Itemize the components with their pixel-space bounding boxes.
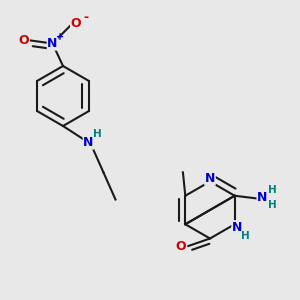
Text: N: N [257,191,268,204]
Text: N: N [47,37,58,50]
Text: H: H [241,231,250,241]
Text: N: N [232,221,242,234]
Text: +: + [56,32,64,43]
Text: -: - [83,11,88,24]
Text: O: O [18,34,29,47]
Text: N: N [205,172,215,185]
Text: O: O [176,239,186,253]
Text: O: O [70,17,81,30]
Text: N: N [83,136,94,149]
Text: H: H [268,185,276,195]
Text: H: H [93,129,102,139]
Text: H: H [268,200,276,210]
